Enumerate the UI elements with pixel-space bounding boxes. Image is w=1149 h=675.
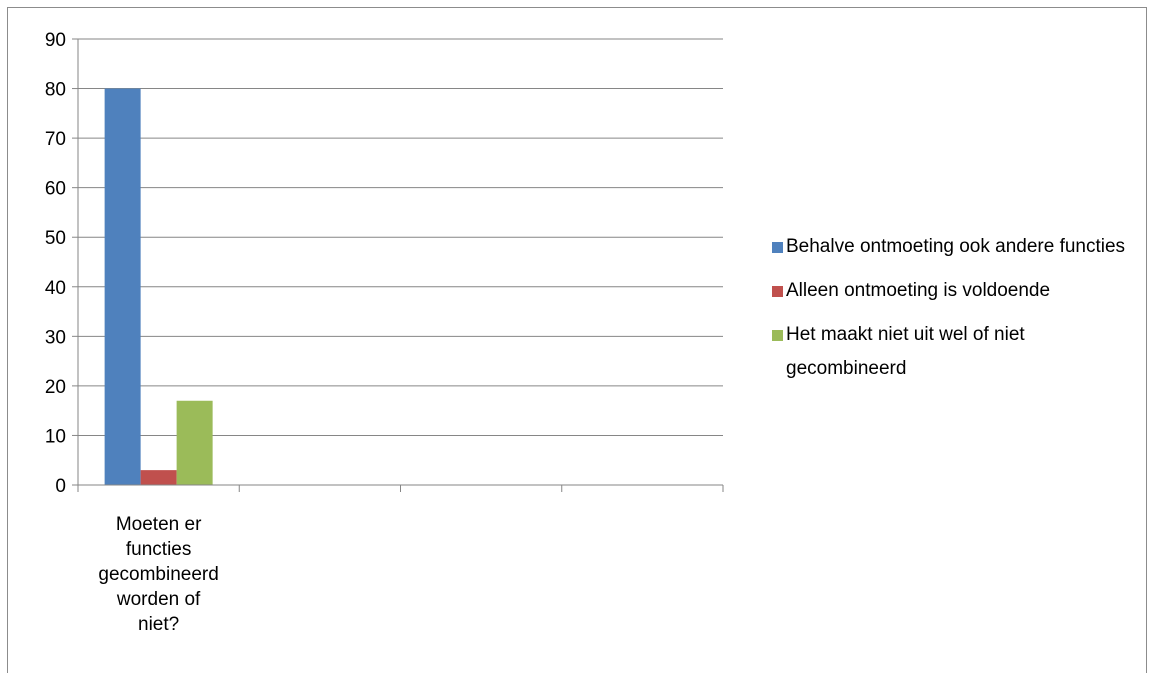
bar — [176, 400, 213, 485]
y-tick-label: 0 — [55, 476, 66, 497]
y-tick-label: 70 — [45, 129, 66, 150]
legend-item: Alleen ontmoeting is voldoende — [740, 274, 1140, 308]
legend-item: Het maakt niet uit wel of niet gecombine… — [740, 318, 1140, 386]
legend-swatch — [772, 330, 783, 341]
category-label-line: gecombineerd — [98, 564, 219, 585]
category-label-line: niet? — [138, 614, 180, 635]
legend-label: Behalve ontmoeting ook andere functies — [786, 236, 1126, 257]
y-tick-label: 40 — [45, 278, 66, 299]
category-label-line: Moeten er — [115, 514, 202, 535]
y-tick-label: 10 — [45, 426, 66, 447]
category-label: Moeten er functies gecombineerd worden of ni… — [79, 512, 239, 637]
y-tick-label: 50 — [45, 228, 66, 249]
y-tick-label: 30 — [45, 327, 66, 348]
category-label-line: functies — [125, 539, 192, 560]
bars — [104, 88, 213, 486]
category-label-line: worden of — [116, 589, 201, 610]
legend-label: Alleen ontmoeting is voldoende — [786, 280, 1051, 301]
gridlines — [78, 38, 723, 436]
legend-label: Het maakt niet uit wel of niet gecombine… — [786, 324, 1025, 379]
legend: Behalve ontmoeting ook andere functies Al… — [740, 230, 1140, 396]
legend-swatch — [772, 242, 783, 253]
y-tick-label: 90 — [45, 30, 66, 51]
y-tick-label: 60 — [45, 179, 66, 200]
y-tick-labels: 0 10 20 30 40 50 60 70 80 90 — [45, 30, 66, 497]
axes — [72, 38, 724, 492]
bar — [104, 88, 141, 486]
bar — [140, 470, 177, 485]
legend-swatch — [772, 286, 783, 297]
y-tick-label: 80 — [45, 80, 66, 101]
chart-frame — [7, 7, 1147, 673]
y-tick-label: 20 — [45, 377, 66, 398]
legend-item: Behalve ontmoeting ook andere functies — [740, 230, 1140, 264]
